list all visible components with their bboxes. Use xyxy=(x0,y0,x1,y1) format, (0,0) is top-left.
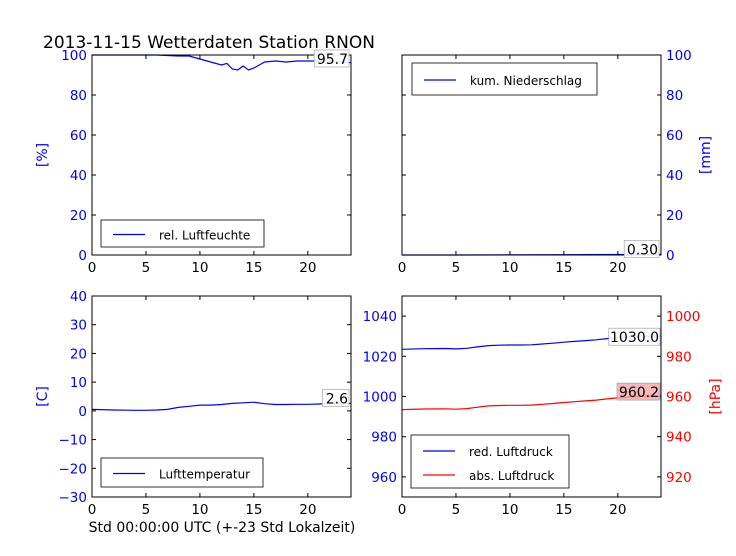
temperature-ytick-label: 30 xyxy=(70,318,87,334)
temperature-ytick-label: 10 xyxy=(70,375,87,391)
humidity-ytick-label: 80 xyxy=(70,88,87,104)
precip-xtick-label: 10 xyxy=(501,260,518,276)
precip-ytick-label: 0 xyxy=(666,248,675,264)
pressure-ytick-label: 1020 xyxy=(363,349,397,365)
humidity-ytick-label: 100 xyxy=(61,48,87,64)
temperature-series-line-0 xyxy=(91,401,351,411)
pressure-ytick-right-label: 1000 xyxy=(666,309,700,325)
humidity-ytick-label: 40 xyxy=(70,168,87,184)
precip-xtick-label: 20 xyxy=(609,260,626,276)
humidity-xtick-label: 20 xyxy=(299,260,316,276)
humidity-ytick-label: 60 xyxy=(70,128,87,144)
precip-legend-box xyxy=(411,62,598,96)
humidity-legend-box xyxy=(100,219,265,248)
temperature-ytick-label: 20 xyxy=(70,346,87,362)
humidity-legend-label-0: rel. Luftfeuchte xyxy=(159,229,250,243)
precip-xtick-label: 5 xyxy=(452,260,461,276)
temperature-axes-frame xyxy=(91,295,352,498)
temperature-ytick-label: −30 xyxy=(59,490,88,506)
temperature-legend-label-0: Lufttemperatur xyxy=(159,468,250,482)
temperature-ytick-label: −20 xyxy=(59,461,88,477)
pressure-xtick-label: 20 xyxy=(609,502,626,518)
pressure-legend-label-0: red. Luftdruck xyxy=(469,445,553,459)
pressure-legend-box xyxy=(410,434,570,489)
temperature-xtick-label: 10 xyxy=(191,502,208,518)
precip-current-value-box xyxy=(623,240,660,258)
precip-legend-label-0: kum. Niederschlag xyxy=(470,74,582,88)
humidity-xtick-label: 15 xyxy=(245,260,262,276)
precip-current-value: 0.30 xyxy=(627,242,658,258)
temperature-xtick-label: 20 xyxy=(299,502,316,518)
pressure-current-value-abs: 960.2 xyxy=(619,385,659,401)
pressure-current-value-red-box xyxy=(608,327,661,346)
temperature-legend-box xyxy=(100,457,264,488)
pressure-ylabel: [hPa] xyxy=(708,378,724,414)
precip-ytick-label: 60 xyxy=(666,128,683,144)
humidity-current-value: 95.7 xyxy=(317,52,348,68)
humidity-series-line-0 xyxy=(92,54,352,71)
temperature-xtick-label: 5 xyxy=(142,502,151,518)
figure-xlabel: Std 00:00:00 UTC (+-23 Std Lokalzeit) xyxy=(89,520,356,536)
temperature-ytick-label: 40 xyxy=(70,289,87,305)
figure-title: 2013-11-15 Wetterdaten Station RNON xyxy=(43,33,375,53)
pressure-ytick-right-label: 980 xyxy=(666,349,692,365)
precip-xtick-label: 0 xyxy=(398,260,407,276)
temperature-current-value-box xyxy=(322,389,350,407)
pressure-ytick-right-label: 960 xyxy=(666,390,692,406)
pressure-xtick-label: 0 xyxy=(398,502,407,518)
pressure-xtick-label: 15 xyxy=(555,502,572,518)
pressure-xtick-label: 10 xyxy=(501,502,518,518)
humidity-xtick-label: 0 xyxy=(88,260,97,276)
humidity-current-value-box xyxy=(313,49,350,68)
temperature-ytick-label: 0 xyxy=(78,404,87,420)
precip-ytick-label: 80 xyxy=(666,88,683,104)
precip-xtick-label: 15 xyxy=(555,260,572,276)
pressure-current-value-abs-box xyxy=(616,382,661,401)
pressure-ytick-right-label: 920 xyxy=(666,470,692,486)
humidity-xtick-label: 10 xyxy=(191,260,208,276)
precip-axes-frame xyxy=(401,54,662,256)
pressure-xtick-label: 5 xyxy=(452,502,461,518)
temperature-ytick-label: −10 xyxy=(59,433,88,449)
precip-ytick-label: 40 xyxy=(666,168,683,184)
temperature-ylabel: [C] xyxy=(35,386,51,407)
pressure-ytick-label: 960 xyxy=(371,470,397,486)
pressure-ytick-label: 1000 xyxy=(363,390,397,406)
precip-ytick-label: 20 xyxy=(666,208,683,224)
temperature-current-value: 2.6 xyxy=(326,391,348,407)
pressure-ytick-label: 980 xyxy=(371,430,397,446)
temperature-xtick-label: 15 xyxy=(245,502,262,518)
humidity-ytick-label: 20 xyxy=(70,208,87,224)
precip-ytick-label: 100 xyxy=(666,48,692,64)
humidity-axes-frame xyxy=(91,54,352,256)
pressure-current-value-red: 1030.0 xyxy=(610,330,659,346)
humidity-ylabel: [%] xyxy=(35,143,51,167)
humidity-ytick-label: 0 xyxy=(78,248,87,264)
temperature-xtick-label: 0 xyxy=(88,502,97,518)
humidity-xtick-label: 5 xyxy=(142,260,151,276)
pressure-ytick-right-label: 940 xyxy=(666,430,692,446)
precip-ylabel: [mm] xyxy=(698,136,714,174)
pressure-legend-label-1: abs. Luftdruck xyxy=(469,469,554,483)
pressure-ytick-label: 1040 xyxy=(363,309,397,325)
